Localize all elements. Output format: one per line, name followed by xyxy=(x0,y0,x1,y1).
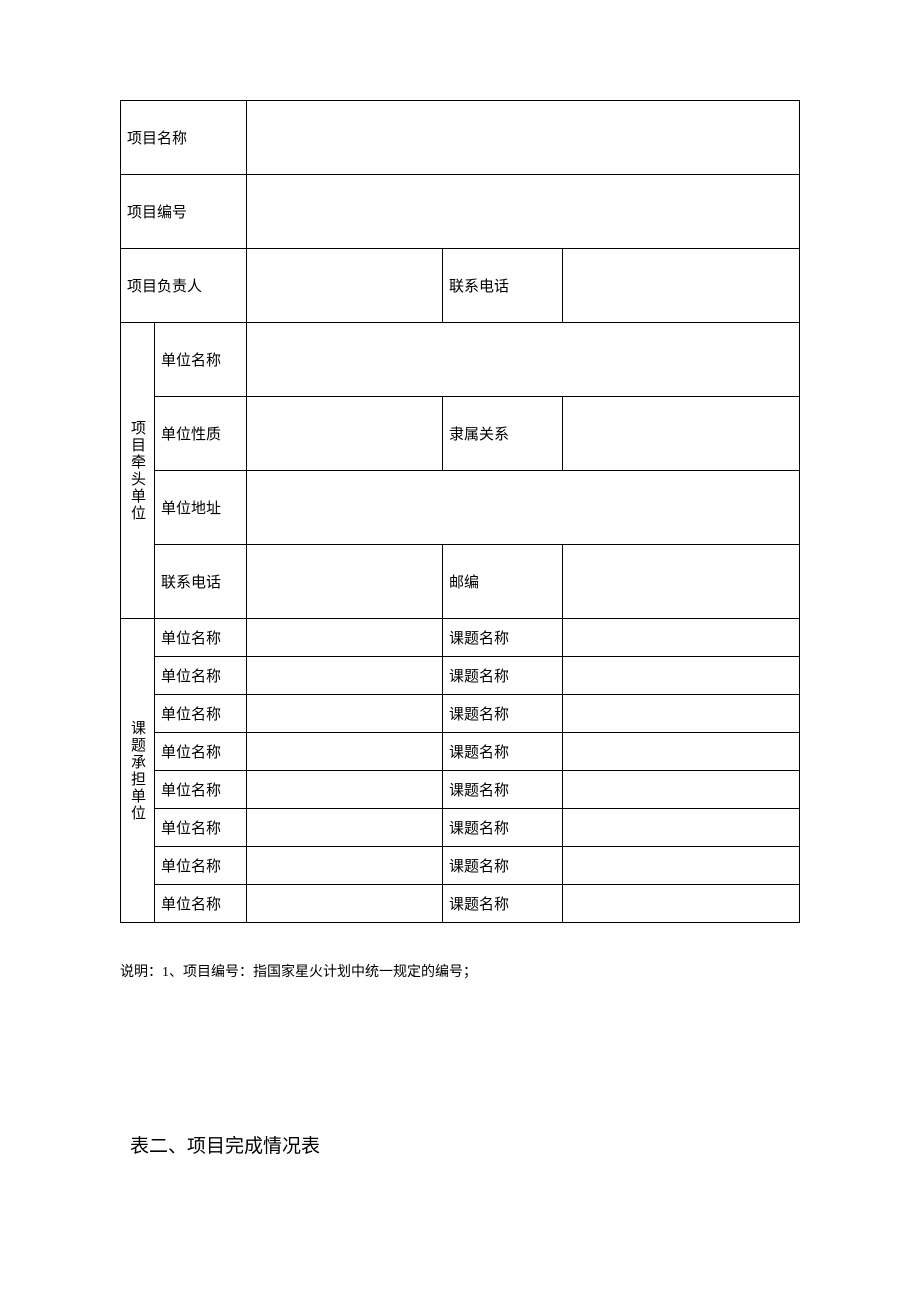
table-row: 单位名称 课题名称 xyxy=(121,657,800,695)
project-form-table: 项目名称 项目编号 项目负责人 联系电话 项目牵头单位 单位名称 单位性质 隶属… xyxy=(120,100,800,923)
value-topic-unit-name xyxy=(247,733,443,771)
label-topic-name: 课题名称 xyxy=(443,847,563,885)
value-postcode xyxy=(563,545,800,619)
label-unit-address: 单位地址 xyxy=(155,471,247,545)
section-header-topic-units: 课题承担单位 xyxy=(121,619,155,923)
label-topic-name: 课题名称 xyxy=(443,657,563,695)
label-affiliation: 隶属关系 xyxy=(443,397,563,471)
label-topic-unit-name: 单位名称 xyxy=(155,809,247,847)
label-topic-name: 课题名称 xyxy=(443,733,563,771)
table-row: 单位性质 隶属关系 xyxy=(121,397,800,471)
label-topic-unit-name: 单位名称 xyxy=(155,771,247,809)
value-unit-nature xyxy=(247,397,443,471)
value-unit-name xyxy=(247,323,800,397)
label-topic-unit-name: 单位名称 xyxy=(155,695,247,733)
value-topic-unit-name xyxy=(247,619,443,657)
table-row: 单位名称 课题名称 xyxy=(121,695,800,733)
label-topic-unit-name: 单位名称 xyxy=(155,657,247,695)
value-topic-unit-name xyxy=(247,771,443,809)
label-postcode: 邮编 xyxy=(443,545,563,619)
label-contact-phone: 联系电话 xyxy=(443,249,563,323)
value-topic-unit-name xyxy=(247,847,443,885)
value-unit-phone xyxy=(247,545,443,619)
value-topic-name xyxy=(563,695,800,733)
value-topic-unit-name xyxy=(247,885,443,923)
section-header-lead-unit: 项目牵头单位 xyxy=(121,323,155,619)
table-row: 课题承担单位 单位名称 课题名称 xyxy=(121,619,800,657)
value-topic-unit-name xyxy=(247,809,443,847)
value-project-number xyxy=(247,175,800,249)
table-row: 单位地址 xyxy=(121,471,800,545)
table-row: 单位名称 课题名称 xyxy=(121,771,800,809)
label-topic-unit-name: 单位名称 xyxy=(155,885,247,923)
section-title: 表二、项目完成情况表 xyxy=(120,1131,800,1158)
value-topic-unit-name xyxy=(247,657,443,695)
label-unit-phone: 联系电话 xyxy=(155,545,247,619)
value-topic-name xyxy=(563,733,800,771)
value-topic-name xyxy=(563,885,800,923)
table-row: 单位名称 课题名称 xyxy=(121,809,800,847)
label-topic-name: 课题名称 xyxy=(443,771,563,809)
table-row: 单位名称 课题名称 xyxy=(121,847,800,885)
label-project-lead: 项目负责人 xyxy=(121,249,247,323)
label-topic-name: 课题名称 xyxy=(443,619,563,657)
table-row: 项目负责人 联系电话 xyxy=(121,249,800,323)
value-contact-phone xyxy=(563,249,800,323)
label-unit-name: 单位名称 xyxy=(155,323,247,397)
value-topic-name xyxy=(563,809,800,847)
value-project-lead xyxy=(247,249,443,323)
table-row: 联系电话 邮编 xyxy=(121,545,800,619)
label-topic-unit-name: 单位名称 xyxy=(155,847,247,885)
label-unit-nature: 单位性质 xyxy=(155,397,247,471)
value-project-name xyxy=(247,101,800,175)
value-topic-name xyxy=(563,657,800,695)
table-row: 单位名称 课题名称 xyxy=(121,733,800,771)
label-project-number: 项目编号 xyxy=(121,175,247,249)
table-row: 项目名称 xyxy=(121,101,800,175)
label-topic-unit-name: 单位名称 xyxy=(155,733,247,771)
label-project-name: 项目名称 xyxy=(121,101,247,175)
label-topic-unit-name: 单位名称 xyxy=(155,619,247,657)
note-text: 说明：1、项目编号：指国家星火计划中统一规定的编号； xyxy=(120,961,800,981)
label-topic-name: 课题名称 xyxy=(443,885,563,923)
value-topic-name xyxy=(563,771,800,809)
value-topic-unit-name xyxy=(247,695,443,733)
value-unit-address xyxy=(247,471,800,545)
value-topic-name xyxy=(563,847,800,885)
table-row: 项目编号 xyxy=(121,175,800,249)
table-row: 项目牵头单位 单位名称 xyxy=(121,323,800,397)
value-affiliation xyxy=(563,397,800,471)
label-topic-name: 课题名称 xyxy=(443,809,563,847)
table-row: 单位名称 课题名称 xyxy=(121,885,800,923)
value-topic-name xyxy=(563,619,800,657)
label-topic-name: 课题名称 xyxy=(443,695,563,733)
